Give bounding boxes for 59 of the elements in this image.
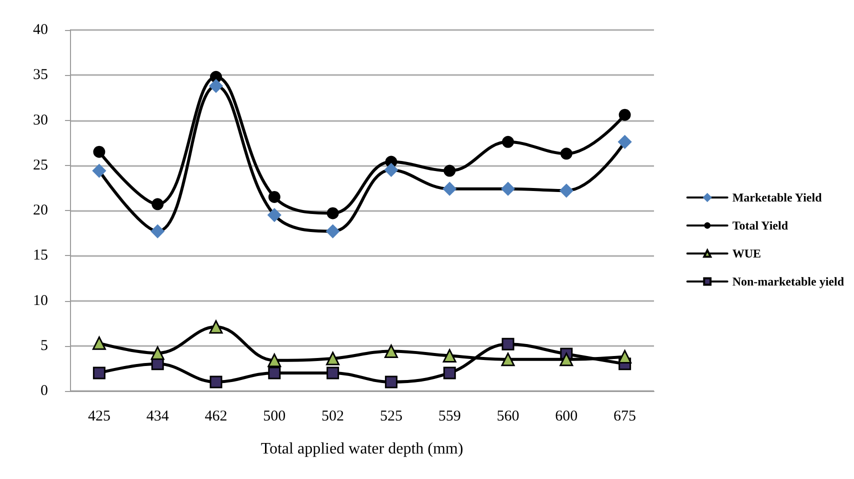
point [560,352,574,366]
x-tick-label: 425 [88,408,110,424]
x-tick-label: 675 [614,408,636,424]
point [152,198,164,210]
point [560,184,574,198]
point [150,346,164,360]
y-tick-label: 40 [33,22,48,38]
point [560,148,572,160]
point [618,135,632,149]
point [443,366,456,380]
legend-label: WUE [732,246,762,260]
y-tick-label: 35 [33,67,48,84]
point [92,366,106,380]
y-tick-label: 20 [33,202,48,218]
point [268,190,280,203]
point [618,350,632,364]
y-tick-label: 10 [33,292,48,309]
point [209,79,223,93]
point [268,366,281,380]
y-tick-label: 5 [40,338,48,354]
point [210,376,222,388]
point [618,108,631,121]
point [326,366,340,380]
legend-label: Non-marketable yield [732,274,844,288]
point [326,207,339,220]
point [384,344,398,358]
y-tick-label: 15 [33,248,48,264]
point [501,352,515,366]
point [501,182,515,196]
x-tick-label: 462 [204,408,228,424]
point [384,376,398,388]
point [93,146,106,158]
point [384,163,398,177]
x-axis-title: Total applied water depth (mm) [260,440,464,458]
x-tick-label: 434 [146,408,170,424]
point [92,336,106,350]
legend-label: Marketable Yield [732,190,822,204]
point [502,338,514,350]
point [92,164,106,178]
y-tick-label: 30 [33,112,48,128]
x-tick-label: 560 [496,408,520,424]
x-tick-label: 525 [380,408,402,424]
point [442,182,456,196]
x-tick-label: 559 [438,408,461,424]
y-tick-label: 0 [40,383,48,399]
point [150,224,164,238]
point [444,164,456,177]
point [502,136,514,148]
x-tick-label: 502 [322,408,344,424]
legend-label: Total Yield [732,218,788,232]
point [442,349,456,363]
x-tick-label: 500 [263,408,286,424]
point [209,320,223,334]
point [268,354,282,368]
y-tick-label: 25 [33,157,48,174]
point [326,224,340,238]
point [268,208,282,222]
point [326,352,340,366]
x-tick-label: 600 [555,408,578,424]
